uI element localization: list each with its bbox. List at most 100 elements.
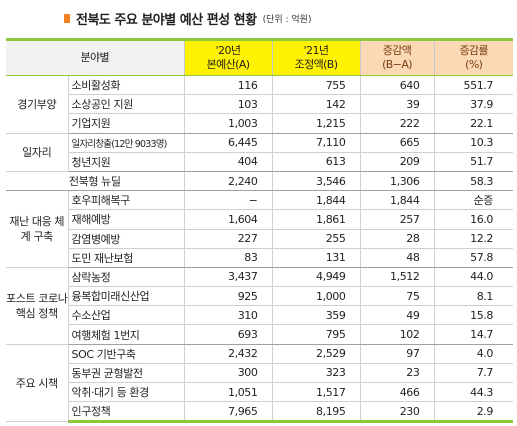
table-row: 주요 시책 SOC 기반구축 2,432 2,529 97 4.0 xyxy=(6,344,513,423)
item-cell: 기업지원 xyxy=(68,113,184,134)
difference-cell: 49 xyxy=(359,305,434,326)
difference-cell: 257 xyxy=(359,209,434,230)
budget-2021-cell: 1,517 xyxy=(271,382,360,403)
rate-cell: 14.7 xyxy=(433,324,513,345)
budget-2020-cell: 1,604 xyxy=(183,209,272,230)
difference-cell: 209 xyxy=(359,152,434,172)
unit-label: (단위 : 억원) xyxy=(262,14,312,25)
header-rate: 증감률 (%) xyxy=(433,38,513,76)
rate-cell: 2.9 xyxy=(433,401,513,424)
budget-2021-cell: 1,844 xyxy=(271,190,360,211)
rate-cell: 551.7 xyxy=(433,75,513,96)
header-budget-2020-label: 본예산(A) xyxy=(206,58,250,71)
category-cell: 전북형 뉴딜 xyxy=(6,171,185,192)
budget-2020-cell: 404 xyxy=(183,152,272,172)
budget-2021-cell: 1,215 xyxy=(271,113,360,134)
budget-2021-cell: 8,195 xyxy=(271,401,360,424)
table-row: 여행체험 1번지 693 795 102 14.7 xyxy=(6,324,513,345)
square-bullet-icon xyxy=(64,13,70,23)
budget-2021-cell: 323 xyxy=(271,363,360,384)
difference-cell: 28 xyxy=(359,229,434,249)
budget-2020-cell: 925 xyxy=(183,286,272,307)
budget-2020-cell: 116 xyxy=(183,75,272,96)
table-row: 포스트 코로나 핵심 정책 삼락농정 3,437 4,949 1,512 44.0 xyxy=(6,267,513,345)
item-cell: 청년지원 xyxy=(68,152,184,172)
budget-2020-cell: 1,051 xyxy=(183,382,272,403)
budget-2021-cell: 142 xyxy=(271,94,360,115)
category-cell: 재난 대응 체계 구축 xyxy=(6,190,69,268)
difference-cell: 75 xyxy=(359,286,434,307)
budget-2021-cell: 613 xyxy=(271,152,360,172)
item-cell: 여행체험 1번지 xyxy=(68,324,184,345)
category-cell: 경기부양 xyxy=(6,75,69,134)
difference-cell: 1,844 xyxy=(359,190,434,211)
rate-cell: 10.3 xyxy=(433,133,513,153)
table-row: 융복합미래신산업 925 1,000 75 8.1 xyxy=(6,286,513,307)
budget-2020-cell: 2,432 xyxy=(183,344,272,364)
header-budget-2021-year: '21년 xyxy=(303,44,329,57)
budget-2021-cell: 7,110 xyxy=(271,133,360,153)
rate-cell: 4.0 xyxy=(433,344,513,364)
table-row: 기업지원 1,003 1,215 222 22.1 xyxy=(6,113,513,134)
item-cell: 호우피해복구 xyxy=(68,190,184,211)
table-row: 경기부양 소비활성화 116 755 640 551.7 xyxy=(6,75,513,134)
item-cell: 도민 재난보험 xyxy=(68,248,184,268)
budget-2021-cell: 2,529 xyxy=(271,344,360,364)
budget-2021-cell: 1,861 xyxy=(271,209,360,230)
difference-cell: 48 xyxy=(359,248,434,268)
table-row: 수소산업 310 359 49 15.8 xyxy=(6,305,513,326)
item-cell: 융복합미래신산업 xyxy=(68,286,184,307)
difference-cell: 1,306 xyxy=(359,171,434,192)
table-row: 동부권 균형발전 300 323 23 7.7 xyxy=(6,363,513,384)
rate-cell: 44.3 xyxy=(433,382,513,403)
header-budget-2020-year: '20년 xyxy=(215,44,241,57)
table-row: 전북형 뉴딜 2,240 3,546 1,306 58.3 xyxy=(6,171,513,192)
category-cell: 주요 시책 xyxy=(6,344,69,423)
header-budget-2021-label: 조정액(B) xyxy=(294,58,338,71)
budget-table-wrap: 분야별 '20년 본예산(A) '21년 조정액(B) 증감액 (B−A) 증감… xyxy=(6,38,513,424)
difference-cell: 466 xyxy=(359,382,434,403)
item-cell: 재해예방 xyxy=(68,209,184,230)
budget-table: 분야별 '20년 본예산(A) '21년 조정액(B) 증감액 (B−A) 증감… xyxy=(6,38,513,424)
budget-2020-cell: 6,445 xyxy=(183,133,272,153)
table-header-row: 분야별 '20년 본예산(A) '21년 조정액(B) 증감액 (B−A) 증감… xyxy=(6,38,513,76)
header-difference: 증감액 (B−A) xyxy=(359,38,434,76)
header-rate-label: 증감률 xyxy=(459,44,489,57)
budget-2021-cell: 4,949 xyxy=(271,267,360,288)
item-cell: 소비활성화 xyxy=(68,75,184,96)
table-body: 경기부양 소비활성화 116 755 640 551.7 소상공인 지원 103 142 39 37… xyxy=(6,75,513,424)
header-budget-2021: '21년 조정액(B) xyxy=(271,38,360,76)
table-row: 재난 대응 체계 구축 호우피해복구 −1,844 1,844 순증 xyxy=(6,190,513,268)
page-title: 전북도 주요 분야별 예산 편성 현황 xyxy=(76,12,257,28)
rate-cell: 15.8 xyxy=(433,305,513,326)
rate-cell: 57.8 xyxy=(433,248,513,268)
rate-cell: 7.7 xyxy=(433,363,513,384)
header-category: 분야별 xyxy=(6,38,184,76)
budget-2021-cell: 131 xyxy=(271,248,360,268)
budget-2021-cell: 755 xyxy=(271,75,360,96)
header-rate-unit: (%) xyxy=(465,58,483,71)
rate-cell: 58.3 xyxy=(433,171,513,192)
budget-2020-cell: 7,965 xyxy=(183,401,272,424)
item-cell: 소상공인 지원 xyxy=(68,94,184,115)
budget-2020-cell: 1,003 xyxy=(183,113,272,134)
rate-cell: 12.2 xyxy=(433,229,513,249)
item-cell: 삼락농정 xyxy=(68,267,184,288)
item-cell: SOC 기반구축 xyxy=(68,344,184,364)
table-row: 감염병예방 227 255 28 12.2 xyxy=(6,229,513,249)
difference-cell: 23 xyxy=(359,363,434,384)
table-row: 도민 재난보험 83 131 48 57.8 xyxy=(6,248,513,268)
category-cell: 포스트 코로나 핵심 정책 xyxy=(6,267,69,345)
difference-cell: 230 xyxy=(359,401,434,424)
budget-2021-cell: 1,000 xyxy=(271,286,360,307)
table-row: 일자리 일자리창출(12만 9033명) 6,445 7,110 665 10.3 xyxy=(6,133,513,172)
item-cell: 인구정책 xyxy=(68,401,184,424)
difference-cell: 665 xyxy=(359,133,434,153)
budget-2020-cell: 310 xyxy=(183,305,272,326)
item-cell: 동부권 균형발전 xyxy=(68,363,184,384)
rate-cell: 44.0 xyxy=(433,267,513,288)
item-cell: 일자리창출(12만 9033명) xyxy=(68,133,184,153)
budget-2020-cell: 83 xyxy=(183,248,272,268)
table-row: 악취·대기 등 환경 1,051 1,517 466 44.3 xyxy=(6,382,513,403)
budget-2020-cell: 693 xyxy=(183,324,272,345)
